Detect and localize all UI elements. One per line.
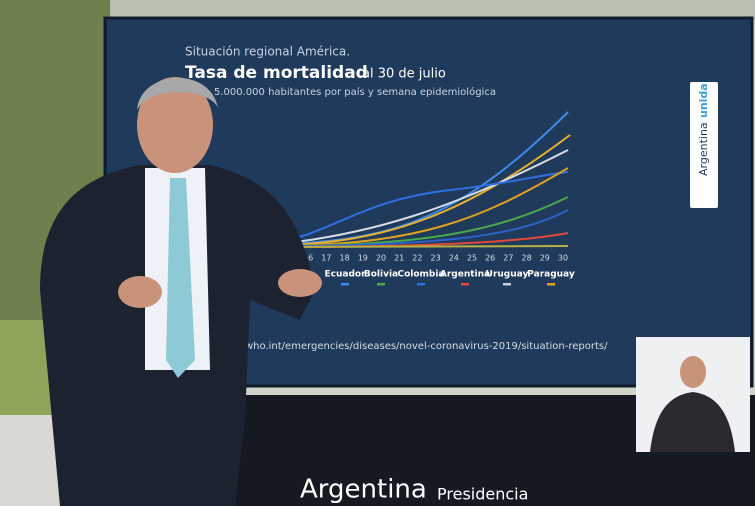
week-label: 24 <box>449 254 459 263</box>
hair <box>137 77 218 110</box>
week-label: 22 <box>412 254 422 263</box>
country-label: Ecuador <box>324 270 366 280</box>
banner-first: Argentina <box>697 122 710 176</box>
week-label: 17 <box>321 254 331 263</box>
week-label: 20 <box>376 254 386 263</box>
head <box>137 77 213 173</box>
line <box>269 245 569 248</box>
week-label: 23 <box>431 254 441 263</box>
country-label: Argentina <box>440 270 490 280</box>
interpreter <box>650 392 735 452</box>
screen-content: Situación regional América. Tasa de mort… <box>185 45 718 352</box>
legend-swatch <box>377 283 385 286</box>
legend-swatch <box>547 283 555 286</box>
hand <box>278 269 322 297</box>
line <box>269 134 571 246</box>
week-label: 30 <box>558 254 568 263</box>
subtitle: 5.000.000 habitantes por país y semana e… <box>214 86 496 98</box>
hand <box>118 276 162 308</box>
banner <box>690 82 718 208</box>
line <box>269 149 569 246</box>
banner-second: unida <box>697 83 710 118</box>
legend-swatch <box>461 283 469 286</box>
title: Tasa de mortalidad <box>185 63 368 83</box>
legend-swatch <box>417 283 425 286</box>
presenter <box>40 77 322 506</box>
country-label: Paraguay <box>527 270 575 280</box>
line <box>269 171 569 245</box>
tie <box>166 178 195 378</box>
footer-second: Presidencia <box>437 485 528 504</box>
week-label: 18 <box>340 254 350 263</box>
country-label: Uruguay <box>486 270 529 280</box>
window-top <box>110 0 755 20</box>
week-label: 16 <box>303 254 313 263</box>
week-label: 27 <box>503 254 513 263</box>
footer-first: Argentina <box>300 475 427 505</box>
week-label: 25 <box>467 254 477 263</box>
line <box>269 209 569 247</box>
week-label: 28 <box>522 254 532 263</box>
week-label: 19 <box>358 254 368 263</box>
legend-swatch <box>503 283 511 286</box>
week-label: 21 <box>394 254 404 263</box>
source: who.int/emergencies/diseases/novel-coron… <box>245 341 608 352</box>
heading: Situación regional América. <box>185 45 350 59</box>
chart-lines <box>269 111 571 248</box>
week-label: 29 <box>540 254 550 263</box>
country-label: Colombia <box>397 270 444 280</box>
interpreter-head <box>680 356 706 388</box>
country-label: Bolivia <box>364 270 398 280</box>
title-date: al 30 de julio <box>362 67 446 82</box>
legend-swatch <box>341 283 349 286</box>
week-label: 26 <box>485 254 495 263</box>
